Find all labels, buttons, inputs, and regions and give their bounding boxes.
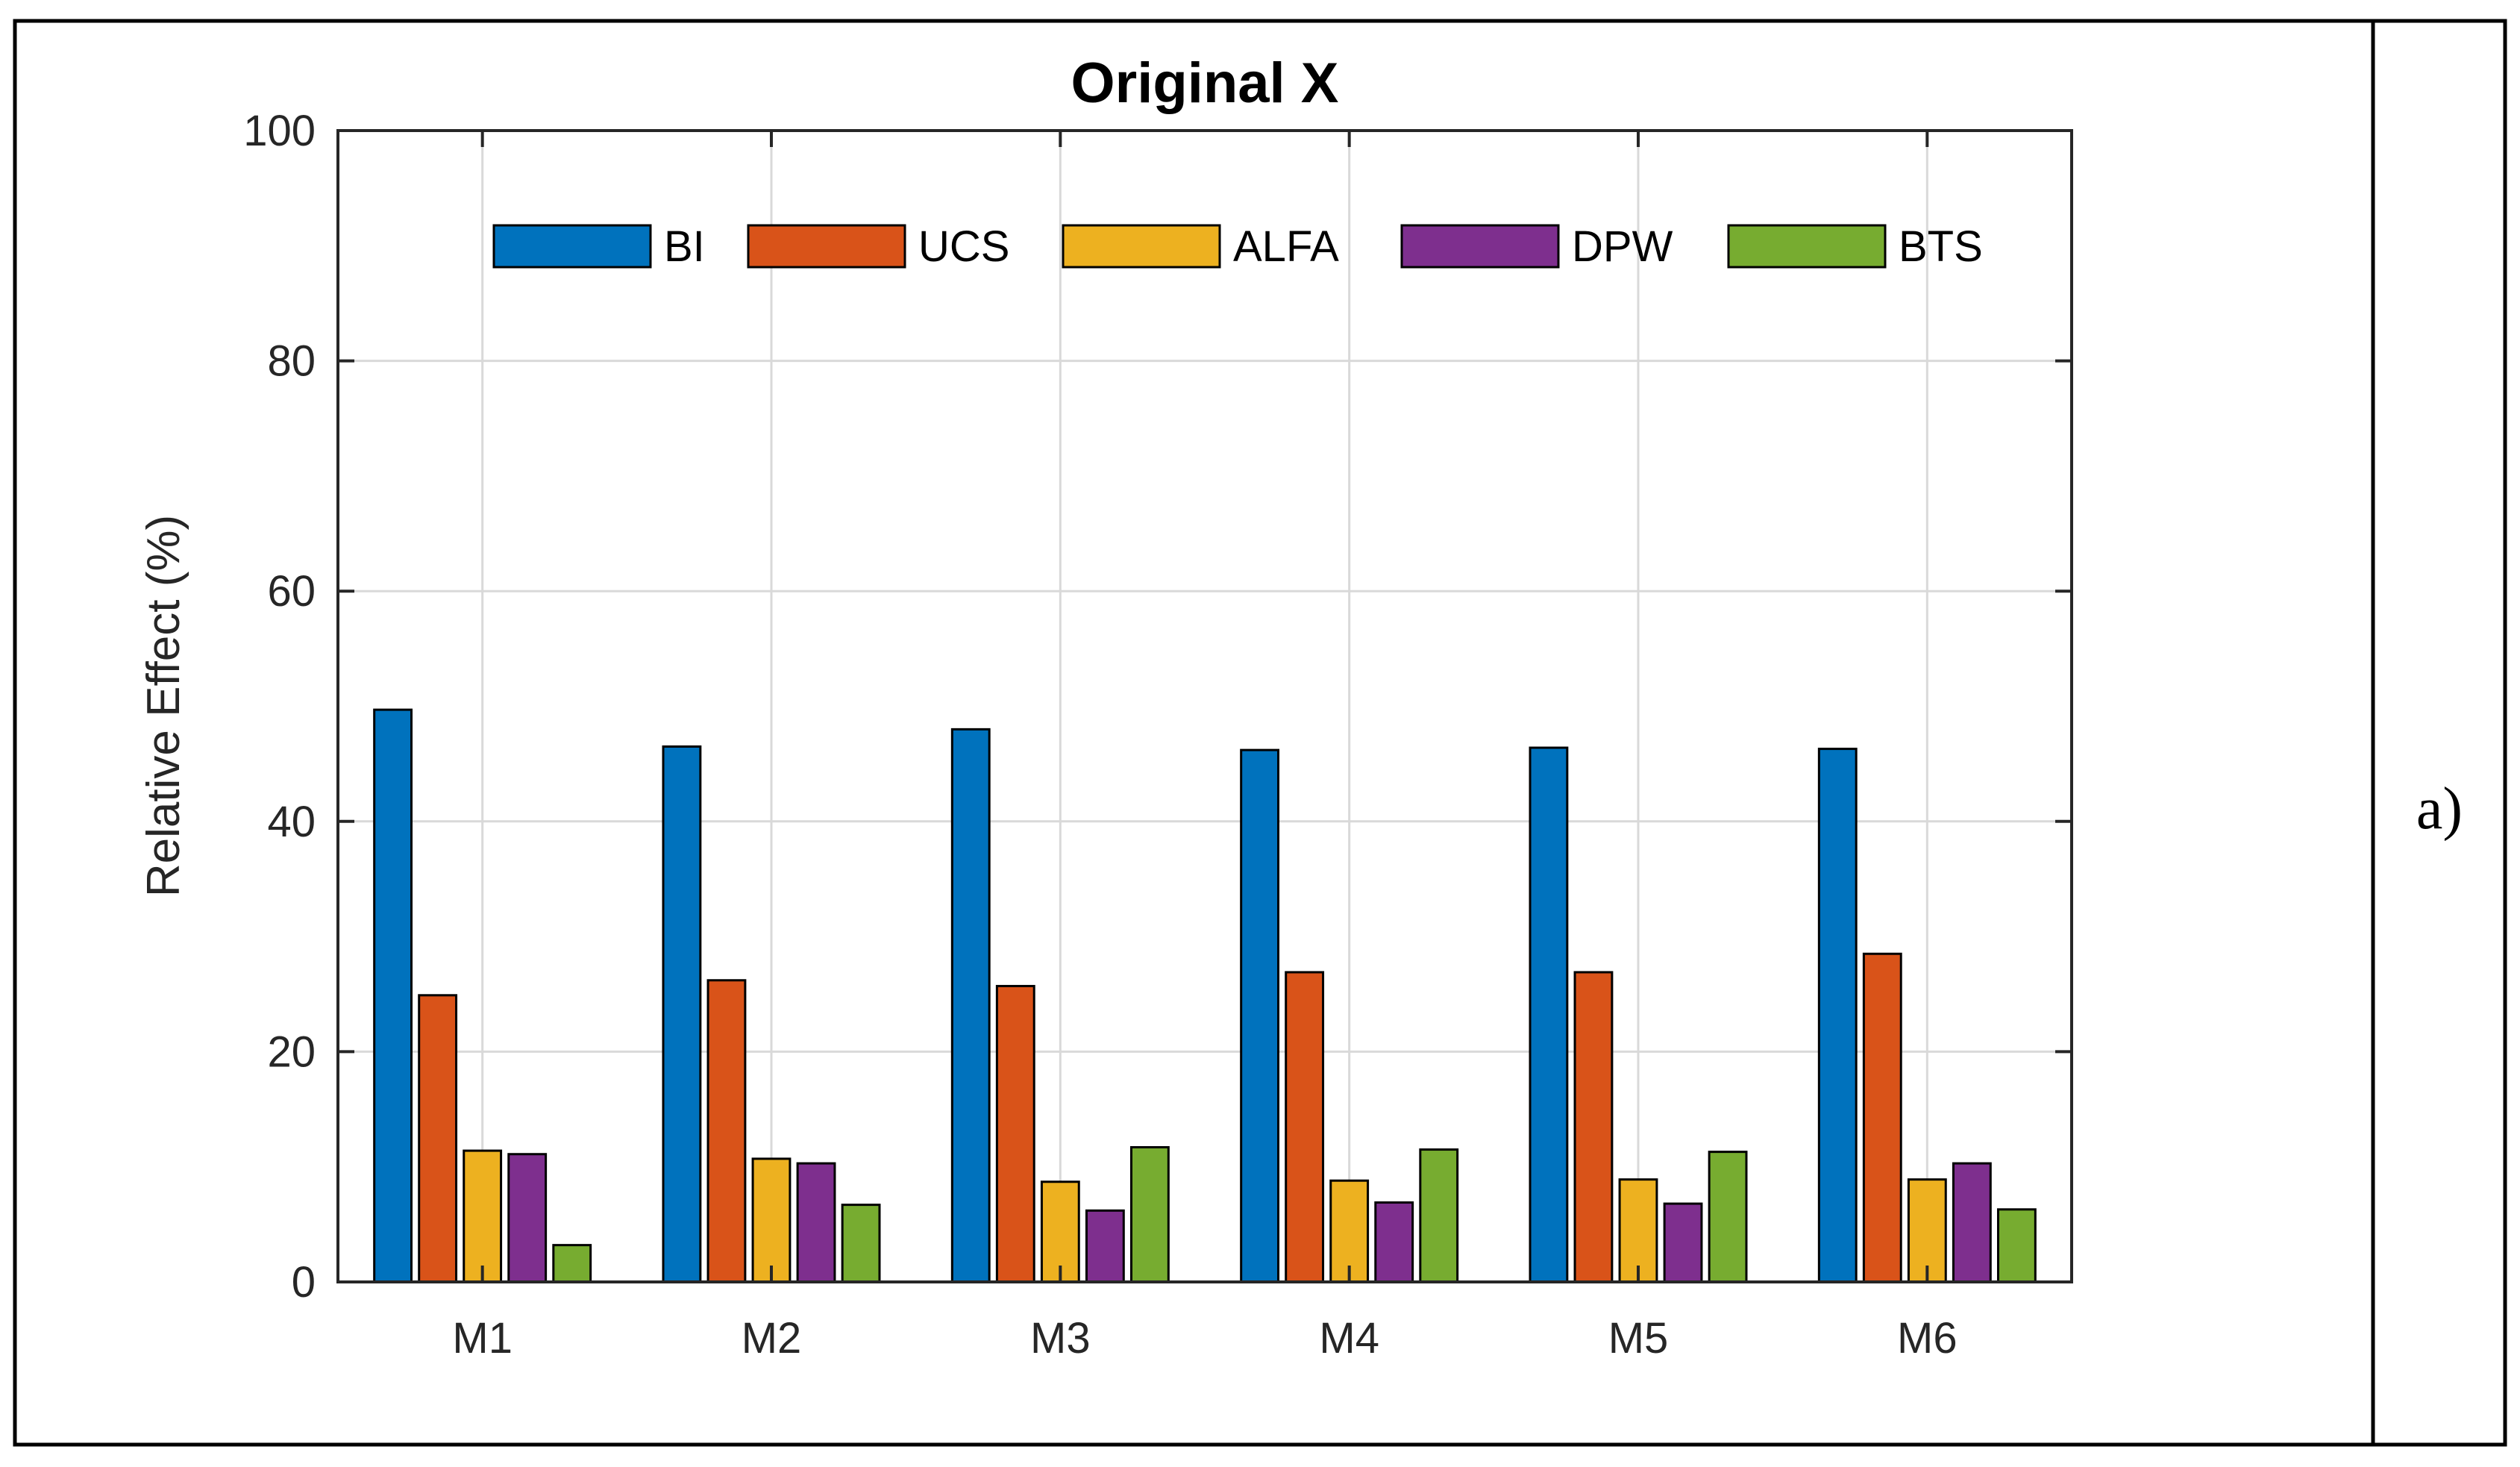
- legend-label-ucs: UCS: [918, 222, 1009, 271]
- panel-label: a): [2416, 776, 2463, 842]
- bar-ucs-m4: [1285, 971, 1325, 1283]
- bar-bi-m5: [1529, 746, 1569, 1283]
- bar-bts-m3: [1129, 1145, 1170, 1283]
- bar-dpw-m6: [1952, 1162, 1992, 1283]
- bar-alfa-m5: [1618, 1178, 1658, 1283]
- legend: BI UCS ALFA DPW BTS: [492, 222, 1983, 271]
- bar-ucs-m5: [1573, 971, 1614, 1283]
- bar-dpw-m5: [1663, 1202, 1703, 1283]
- legend-label-bi: BI: [664, 222, 705, 271]
- bar-dpw-m2: [796, 1162, 836, 1283]
- bar-ucs-m2: [706, 979, 747, 1283]
- y-axis-label: Relative Effect (%): [138, 515, 189, 897]
- legend-label-bts: BTS: [1899, 222, 1983, 271]
- bar-dpw-m4: [1374, 1201, 1414, 1283]
- bar-dpw-m3: [1085, 1209, 1125, 1283]
- bar-dpw-m1: [507, 1153, 548, 1283]
- axis-ticks: 0 20 40 60 80 100 M1 M2 M3 M4 M5 M6: [243, 107, 2072, 1363]
- chart-title: Original X: [1071, 51, 1339, 115]
- bar-bts-m2: [841, 1204, 881, 1283]
- bar-bts-m1: [552, 1244, 592, 1283]
- legend-swatch-bts: [1727, 224, 1887, 269]
- bar-bts-m4: [1419, 1148, 1459, 1283]
- legend-swatch-ucs: [747, 224, 906, 269]
- bar-bi-m1: [373, 708, 413, 1283]
- legend-swatch-bi: [492, 224, 652, 269]
- legend-swatch-dpw: [1400, 224, 1560, 269]
- x-tick-label: M3: [1030, 1314, 1091, 1363]
- bar-series: [373, 708, 2037, 1283]
- y-tick-label: 60: [267, 567, 316, 616]
- bar-ucs-m3: [995, 984, 1035, 1283]
- bar-bts-m5: [1708, 1151, 1748, 1283]
- bar-alfa-m4: [1329, 1179, 1370, 1283]
- bar-ucs-m1: [418, 994, 458, 1283]
- plot-area: [336, 129, 2073, 1283]
- x-tick-label: M2: [742, 1314, 802, 1363]
- bar-bts-m6: [1996, 1208, 2037, 1283]
- x-tick-label: M4: [1319, 1314, 1379, 1363]
- bar-alfa-m1: [463, 1149, 503, 1283]
- legend-label-alfa: ALFA: [1233, 222, 1339, 271]
- figure-frame: [13, 19, 2507, 1447]
- bar-bi-m2: [662, 745, 702, 1283]
- bar-alfa-m2: [751, 1157, 792, 1283]
- y-tick-label: 80: [267, 337, 316, 386]
- y-tick-label: 20: [267, 1027, 316, 1076]
- legend-label-dpw: DPW: [1572, 222, 1673, 271]
- y-tick-label: 100: [243, 107, 316, 155]
- y-tick-label: 0: [292, 1258, 316, 1307]
- bar-bi-m3: [950, 728, 991, 1283]
- x-tick-label: M5: [1608, 1314, 1669, 1363]
- bar-bi-m4: [1240, 748, 1280, 1283]
- legend-swatch-alfa: [1062, 224, 1221, 269]
- bar-ucs-m6: [1862, 952, 1902, 1283]
- x-tick-label: M6: [1897, 1314, 1958, 1363]
- x-tick-label: M1: [452, 1314, 513, 1363]
- bar-bi-m6: [1817, 748, 1858, 1283]
- y-tick-label: 40: [267, 798, 316, 846]
- grid-lines: [338, 131, 2072, 1282]
